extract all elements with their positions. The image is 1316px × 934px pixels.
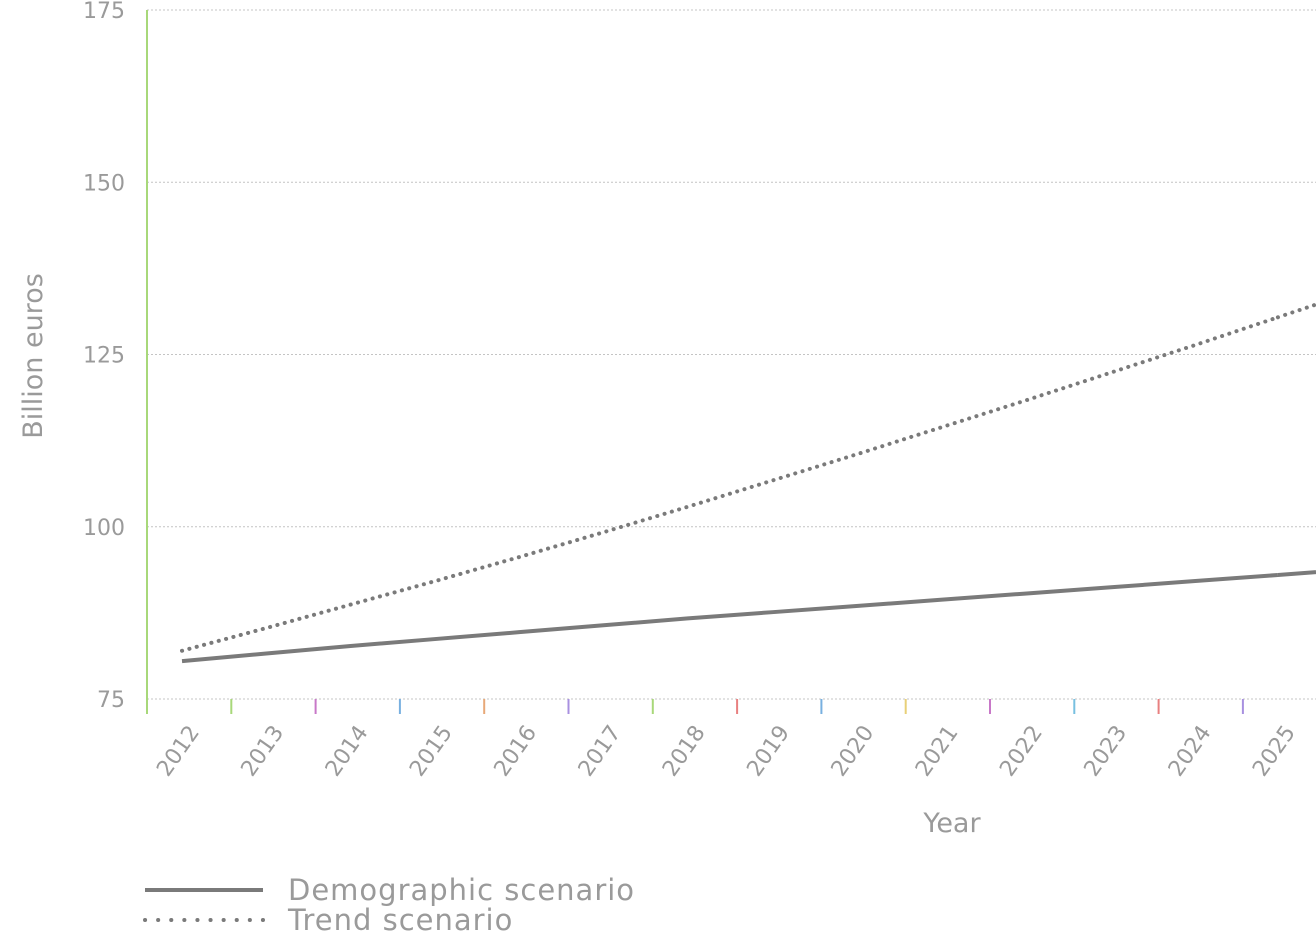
y-tick-label: 100: [83, 516, 125, 541]
series-line-demographic-extension: [1277, 570, 1316, 577]
x-tick-label: 2022: [995, 721, 1048, 781]
series-line-demographic: [181, 572, 1279, 664]
x-tick-label: 2017: [574, 721, 627, 781]
x-tick-label: 2021: [911, 721, 964, 781]
x-tick-label: 2018: [658, 721, 711, 781]
series-line-trend-extension: [1275, 302, 1316, 320]
x-tick-label: 2023: [1080, 721, 1133, 781]
series-layer: [180, 302, 1316, 664]
x-tick-label: 2025: [1248, 721, 1301, 781]
y-axis-title: Billion euros: [18, 273, 49, 439]
y-tick-label: 150: [83, 171, 125, 196]
x-axis-title: Year: [922, 808, 981, 839]
legend-label: Trend scenario: [287, 903, 513, 934]
series-line-trend: [180, 315, 1280, 653]
y-axis-ticks: 75 100 125 150 175: [83, 0, 125, 713]
gridlines: [147, 9, 1316, 700]
x-axis-ticks: 2012 2013 2014 2015 2016 2017 2018 2019 2020 2021…: [152, 699, 1301, 781]
x-tick-label: 2015: [405, 721, 458, 781]
legend-label: Demographic scenario: [288, 873, 635, 907]
x-tick-label: 2016: [490, 721, 543, 781]
x-tick-label: 2024: [1164, 721, 1217, 781]
x-tick-label: 2012: [152, 721, 205, 781]
y-tick-label: 75: [97, 688, 125, 713]
x-tick-label: 2014: [321, 721, 374, 781]
x-tick-label: 2020: [827, 721, 880, 781]
y-tick-label: 125: [83, 344, 125, 369]
x-tick-label: 2013: [237, 721, 290, 781]
y-tick-label: 175: [83, 0, 125, 24]
x-tick-label: 2019: [742, 721, 795, 781]
